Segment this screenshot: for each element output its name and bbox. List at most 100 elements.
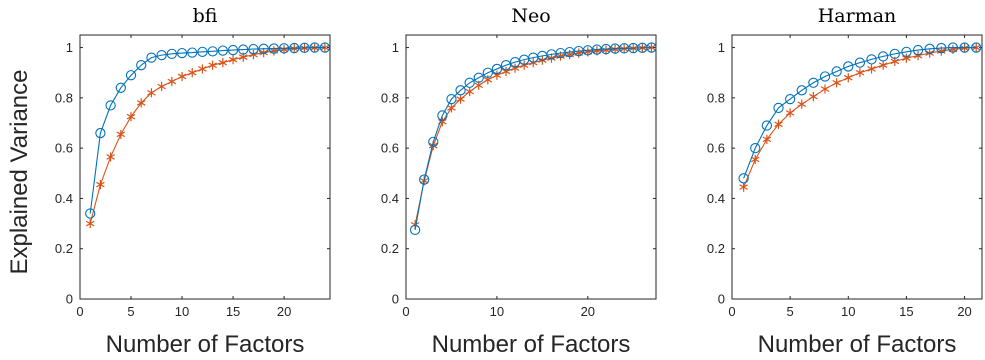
data-point-circle <box>419 174 430 185</box>
data-point-circle <box>115 82 126 93</box>
x-tick-label: 15 <box>899 304 913 319</box>
data-point-circle <box>105 100 116 111</box>
data-point-circle <box>464 77 475 88</box>
data-point-star <box>147 88 156 98</box>
data-point-star <box>774 119 783 129</box>
data-point-star <box>762 134 772 144</box>
data-point-star <box>157 81 166 92</box>
y-axis-label: Explained Variance <box>6 69 33 274</box>
data-point-star <box>492 70 502 80</box>
data-point-circle <box>738 173 749 184</box>
data-point-circle <box>878 51 889 62</box>
y-tick-label: 1 <box>66 40 73 55</box>
data-point-star <box>501 66 511 77</box>
data-point-star <box>797 99 807 109</box>
data-point-star <box>187 68 197 78</box>
data-point-circle <box>831 66 842 77</box>
x-axis-label: Number of Factors <box>758 331 957 358</box>
chart-panel-3: Harman Number of Factors 0 5 10 15 20 0 0.2 0.4 0.… <box>707 5 983 358</box>
plot-area <box>405 34 657 300</box>
data-point-circle <box>319 42 331 53</box>
data-point-star <box>167 76 177 87</box>
data-point-circle <box>784 93 796 105</box>
data-point-circle <box>187 47 198 58</box>
data-point-circle <box>125 70 137 81</box>
data-point-star <box>785 108 795 118</box>
data-point-circle <box>500 60 512 71</box>
x-tick-label: 20 <box>277 304 291 319</box>
data-point-circle <box>936 42 947 54</box>
data-point-star <box>136 98 146 108</box>
data-point-circle <box>238 44 249 55</box>
x-tick-label: 20 <box>957 304 971 319</box>
data-point-star <box>456 94 465 104</box>
data-point-star <box>832 78 841 88</box>
chart-panel-1: bfi Number of Factors 0 5 10 15 20 0 0.2 0.4 0.6 0.… <box>55 5 331 358</box>
y-tick-label: 0.2 <box>707 241 725 256</box>
y-tick-label: 0.4 <box>707 191 725 206</box>
plot-area <box>79 34 331 300</box>
data-point-circle <box>95 127 106 139</box>
data-point-star <box>483 75 493 85</box>
data-point-circle <box>85 208 96 219</box>
data-point-circle <box>428 136 439 148</box>
data-point-circle <box>227 44 239 56</box>
data-point-circle <box>409 224 421 236</box>
data-point-star <box>510 63 520 73</box>
data-point-star <box>843 73 853 83</box>
data-point-circle <box>924 43 935 54</box>
data-point-circle <box>437 110 448 121</box>
data-point-circle <box>843 61 854 72</box>
data-point-circle <box>482 67 493 78</box>
data-point-circle <box>491 63 503 75</box>
data-point-star <box>913 51 923 61</box>
y-tick-label: 0 <box>66 292 73 307</box>
chart-title: Neo <box>511 5 550 27</box>
data-point-circle <box>136 60 147 71</box>
data-point-star <box>855 68 865 78</box>
x-axis-label: Number of Factors <box>432 331 631 358</box>
data-point-star <box>519 60 529 70</box>
data-point-circle <box>750 142 761 154</box>
y-tick-label: 0.6 <box>55 141 73 156</box>
data-point-circle <box>446 93 457 105</box>
x-axis-label: Number of Factors <box>106 331 305 358</box>
data-point-circle <box>854 57 866 68</box>
chart-panel-2: Neo Number of Factors 0 10 20 0 0.2 0.4 0.6 0.8 1 <box>381 5 657 358</box>
data-point-circle <box>207 46 218 57</box>
data-point-star <box>878 60 888 70</box>
data-point-star <box>820 84 830 94</box>
data-point-star <box>116 129 126 139</box>
y-tick-label: 1 <box>392 40 399 55</box>
y-tick-label: 0.8 <box>55 90 73 105</box>
data-point-star <box>867 64 876 74</box>
data-point-circle <box>889 48 900 60</box>
data-point-star <box>228 55 238 65</box>
data-point-circle <box>289 42 300 54</box>
x-tick-label: 20 <box>581 304 595 319</box>
data-point-circle <box>146 52 157 63</box>
data-point-circle <box>959 42 970 53</box>
data-point-circle <box>278 43 290 54</box>
data-point-circle <box>796 85 807 96</box>
x-tick-label: 0 <box>402 304 409 319</box>
data-point-star <box>208 60 217 70</box>
data-point-circle <box>258 43 269 54</box>
series-line-star <box>89 47 325 224</box>
chart-title: bfi <box>193 5 218 27</box>
data-point-circle <box>808 77 819 88</box>
data-point-circle <box>971 42 982 53</box>
y-tick-label: 0.2 <box>55 241 73 256</box>
x-tick-label: 5 <box>787 304 794 319</box>
y-tick-label: 0.6 <box>381 141 399 156</box>
data-point-star <box>106 152 115 162</box>
data-point-star <box>447 103 456 113</box>
data-point-circle <box>166 48 177 60</box>
x-tick-label: 15 <box>226 304 240 319</box>
y-tick-label: 0 <box>718 292 725 307</box>
x-tick-label: 10 <box>490 304 504 319</box>
y-tick-label: 0.8 <box>381 90 399 105</box>
data-point-star <box>126 112 136 122</box>
x-tick-label: 0 <box>76 304 83 319</box>
